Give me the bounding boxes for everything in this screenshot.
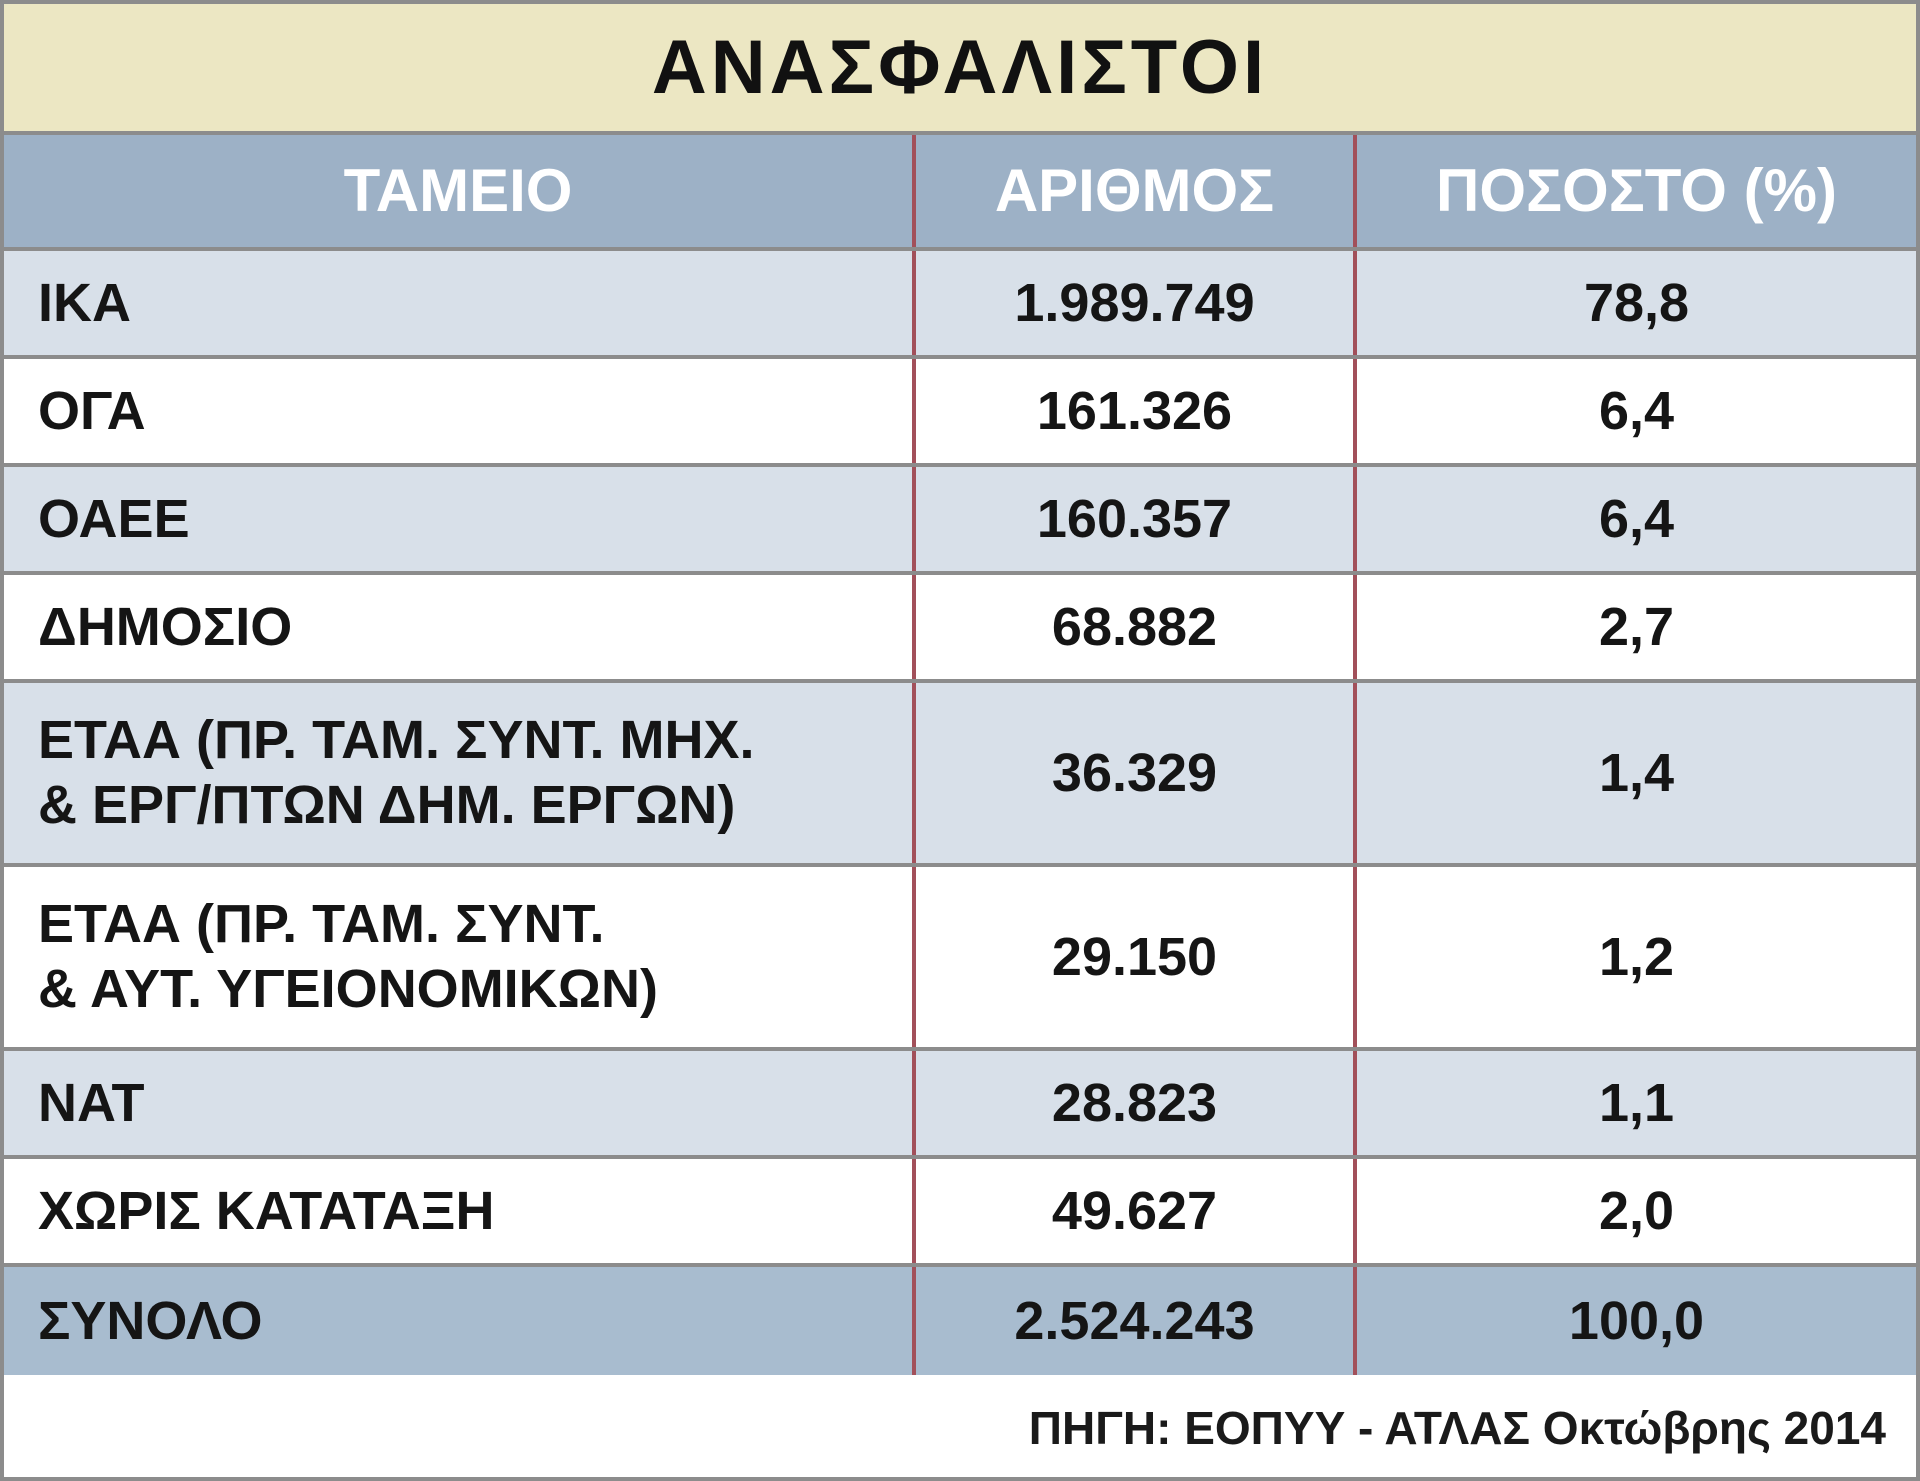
count-cell: 36.329 <box>912 683 1353 863</box>
fund-cell: ΝΑΤ <box>38 1072 145 1133</box>
table-row: ΟΑΕΕ 160.357 6,4 <box>4 467 1916 575</box>
count-cell: 1.989.749 <box>912 251 1353 355</box>
count-cell: 161.326 <box>912 359 1353 463</box>
percent-cell: 1,1 <box>1353 1051 1916 1155</box>
percent-cell: 78,8 <box>1353 251 1916 355</box>
header-cell: ΤΑΜΕΙΟ <box>343 157 573 224</box>
header-row: ΤΑΜΕΙΟ ΑΡΙΘΜΟΣ ΠΟΣΟΣΤΟ (%) <box>4 135 1916 251</box>
fund-cell: ΔΗΜΟΣΙΟ <box>38 596 293 657</box>
table-row: ΙΚΑ 1.989.749 78,8 <box>4 251 1916 359</box>
fund-cell: ΕΤΑΑ (ΠΡ. ΤΑΜ. ΣΥΝΤ. & ΑΥΤ. ΥΓΕΙΟΝΟΜΙΚΩΝ… <box>38 894 658 1019</box>
percent-cell: 100,0 <box>1353 1267 1916 1375</box>
percent-cell: 1,4 <box>1353 683 1916 863</box>
fund-cell: ΟΓΑ <box>38 380 146 441</box>
percent-cell: 6,4 <box>1353 467 1916 571</box>
count-cell: 160.357 <box>912 467 1353 571</box>
header-cell: ΑΡΙΘΜΟΣ <box>912 135 1353 247</box>
count-cell: 28.823 <box>912 1051 1353 1155</box>
table-row: ΟΓΑ 161.326 6,4 <box>4 359 1916 467</box>
source-note: ΠΗΓΗ: ΕΟΠΥΥ - ΑΤΛΑΣ Οκτώβρης 2014 <box>1028 1402 1886 1454</box>
fund-cell: ΟΑΕΕ <box>38 488 190 549</box>
count-cell: 29.150 <box>912 867 1353 1047</box>
count-cell: 2.524.243 <box>912 1267 1353 1375</box>
percent-cell: 2,0 <box>1353 1159 1916 1263</box>
table-row: ΧΩΡΙΣ ΚΑΤΑΤΑΞΗ 49.627 2,0 <box>4 1159 1916 1267</box>
header-cell: ΠΟΣΟΣΤΟ (%) <box>1353 135 1916 247</box>
fund-cell: ΣΥΝΟΛΟ <box>38 1290 263 1351</box>
table-row: ΕΤΑΑ (ΠΡ. ΤΑΜ. ΣΥΝΤ. & ΑΥΤ. ΥΓΕΙΟΝΟΜΙΚΩΝ… <box>4 867 1916 1051</box>
fund-cell: ΧΩΡΙΣ ΚΑΤΑΤΑΞΗ <box>38 1180 495 1241</box>
fund-cell: ΕΤΑΑ (ΠΡ. ΤΑΜ. ΣΥΝΤ. ΜΗΧ. & ΕΡΓ/ΠΤΩΝ ΔΗΜ… <box>38 710 755 835</box>
percent-cell: 2,7 <box>1353 575 1916 679</box>
count-cell: 49.627 <box>912 1159 1353 1263</box>
table-title: ΑΝΑΣΦΑΛΙΣΤΟΙ <box>4 4 1916 135</box>
table-row: ΕΤΑΑ (ΠΡ. ΤΑΜ. ΣΥΝΤ. ΜΗΧ. & ΕΡΓ/ΠΤΩΝ ΔΗΜ… <box>4 683 1916 867</box>
table-row: ΝΑΤ 28.823 1,1 <box>4 1051 1916 1159</box>
table: ΤΑΜΕΙΟ ΑΡΙΘΜΟΣ ΠΟΣΟΣΤΟ (%) ΙΚΑ 1.989.749 78,8… <box>4 135 1916 1375</box>
percent-cell: 1,2 <box>1353 867 1916 1047</box>
table-row: ΔΗΜΟΣΙΟ 68.882 2,7 <box>4 575 1916 683</box>
total-row: ΣΥΝΟΛΟ 2.524.243 100,0 <box>4 1267 1916 1375</box>
count-cell: 68.882 <box>912 575 1353 679</box>
fund-cell: ΙΚΑ <box>38 272 131 333</box>
percent-cell: 6,4 <box>1353 359 1916 463</box>
